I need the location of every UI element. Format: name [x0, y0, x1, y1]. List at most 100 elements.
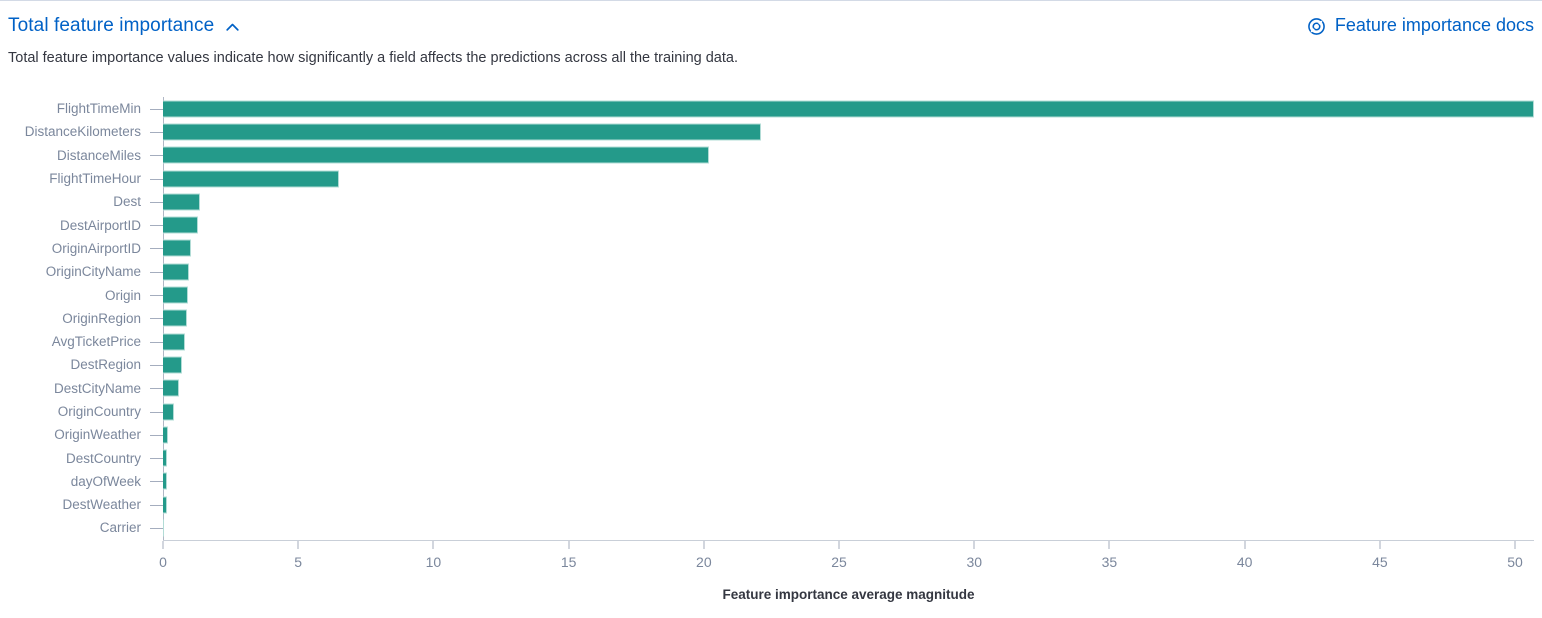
- x-axis-tick-label: 45: [1372, 553, 1388, 570]
- plot-cell: [163, 400, 1534, 423]
- x-axis-tick: [568, 540, 570, 549]
- y-axis-tick: [150, 353, 163, 376]
- bar-Dest: [163, 193, 200, 211]
- bar-DistanceKilometers: [163, 123, 761, 141]
- plot-cell: [163, 330, 1534, 353]
- y-axis-label: FlightTimeMin: [56, 101, 141, 117]
- plot-cell: [163, 516, 1534, 539]
- y-axis-label: OriginCountry: [57, 404, 141, 419]
- plot-cell: [163, 307, 1534, 330]
- bar-DestCityName: [163, 379, 180, 397]
- chart-row: OriginRegion: [8, 307, 1534, 330]
- bar-dayOfWeek: [163, 472, 168, 490]
- bar-OriginWeather: [163, 426, 169, 444]
- y-axis-label: DestAirportID: [59, 217, 141, 233]
- x-axis-tick-label: 30: [966, 553, 983, 570]
- x-axis-tick: [1244, 540, 1246, 549]
- x-axis-tick: [973, 540, 975, 549]
- chart-row: FlightTimeMin: [8, 97, 1534, 120]
- y-axis-label: dayOfWeek: [70, 473, 141, 489]
- chart-row: OriginWeather: [8, 423, 1534, 446]
- x-axis-tick: [432, 540, 434, 549]
- chart-row: OriginAirportID: [8, 237, 1534, 260]
- plot-cell: [163, 377, 1534, 400]
- plot-cell: [163, 237, 1534, 260]
- bar-OriginAirportID: [163, 239, 192, 257]
- y-axis-label: Dest: [113, 194, 141, 210]
- bar-DestAirportID: [163, 216, 199, 234]
- bar-OriginRegion: [163, 309, 187, 327]
- y-axis-tick: [150, 307, 163, 330]
- y-axis-label: DestRegion: [70, 357, 141, 373]
- y-axis-label: DestWeather: [62, 497, 141, 513]
- plot-cell: [163, 283, 1534, 306]
- x-axis-tick: [703, 540, 705, 549]
- y-axis-tick: [150, 493, 163, 516]
- bar-DestWeather: [163, 496, 167, 514]
- chart-row: OriginCityName: [8, 260, 1534, 283]
- plot-cell: [163, 213, 1534, 236]
- y-axis-label: OriginRegion: [62, 310, 141, 326]
- plot-cell: [163, 423, 1534, 446]
- chart-rows: FlightTimeMin DistanceKilometers DistanceM…: [8, 97, 1534, 540]
- y-axis-tick: [150, 237, 163, 260]
- docs-link-label: Feature importance docs: [1334, 15, 1534, 35]
- chevron-up-icon: [224, 19, 241, 36]
- plot-cell: [163, 97, 1534, 120]
- y-axis-label: Carrier: [99, 520, 141, 536]
- x-axis-title: Feature importance average magnitude: [722, 586, 975, 602]
- y-axis-tick: [150, 260, 163, 283]
- x-axis-tick-label: 50: [1507, 553, 1523, 570]
- x-axis-tick: [1514, 540, 1516, 549]
- x-axis: 0 5 10 15 20 25 30 35 40 45 50: [159, 539, 1534, 572]
- feature-importance-docs-link[interactable]: Feature importance docs: [1306, 14, 1534, 37]
- y-axis-tick: [150, 423, 163, 446]
- bar-OriginCityName: [163, 263, 189, 281]
- chart-row: Origin: [8, 283, 1534, 306]
- x-axis-tick-label: 5: [294, 553, 303, 570]
- y-axis-tick: [150, 144, 163, 167]
- bar-DistanceMiles: [163, 146, 710, 164]
- y-axis-label: OriginWeather: [54, 427, 141, 443]
- x-axis-tick: [297, 540, 299, 549]
- y-axis-label: DestCountry: [65, 450, 141, 466]
- x-axis-tick-label: 10: [425, 553, 442, 570]
- y-axis-tick: [150, 120, 163, 143]
- chart-row: FlightTimeHour: [8, 167, 1534, 190]
- x-axis-tick-label: 0: [159, 553, 167, 570]
- y-axis-label: AvgTicketPrice: [51, 334, 141, 350]
- plot-cell: [163, 260, 1534, 283]
- section-title: Total feature importance: [8, 14, 215, 36]
- y-axis-tick: [150, 470, 163, 493]
- bar-OriginCountry: [163, 403, 175, 420]
- plot-cell: [163, 470, 1534, 493]
- y-axis-tick: [150, 377, 163, 400]
- y-axis-label: Origin: [104, 287, 141, 303]
- feature-importance-chart: FlightTimeMin DistanceKilometers DistanceM…: [8, 97, 1534, 602]
- x-axis-tick: [838, 540, 840, 549]
- y-axis-tick: [150, 516, 163, 539]
- x-axis-tick-label: 25: [831, 553, 847, 570]
- plot-cell: [163, 120, 1534, 143]
- chart-row: Carrier: [8, 516, 1534, 539]
- chart-row: AvgTicketPrice: [8, 330, 1534, 353]
- bar-Origin: [163, 286, 188, 304]
- x-axis-tick-label: 20: [696, 553, 712, 570]
- x-axis-tick: [1108, 540, 1110, 549]
- x-axis-tick: [162, 540, 164, 549]
- chart-row: DestWeather: [8, 493, 1534, 516]
- y-axis-label: OriginCityName: [45, 264, 141, 280]
- y-axis-tick: [150, 400, 163, 423]
- y-axis-tick: [150, 167, 163, 190]
- chart-row: Dest: [8, 190, 1534, 213]
- y-axis-tick: [150, 446, 163, 469]
- bar-AvgTicketPrice: [163, 333, 186, 351]
- chart-row: DistanceMiles: [8, 144, 1534, 167]
- total-feature-importance-accordion-toggle[interactable]: Total feature importance: [8, 15, 241, 37]
- section-header: Total feature importance Feature importa…: [8, 14, 1534, 37]
- plot-cell: [163, 190, 1534, 213]
- y-axis-label: OriginAirportID: [51, 240, 141, 256]
- chart-row: dayOfWeek: [8, 470, 1534, 493]
- y-axis-label: FlightTimeHour: [49, 171, 141, 187]
- chart-row: DestAirportID: [8, 213, 1534, 236]
